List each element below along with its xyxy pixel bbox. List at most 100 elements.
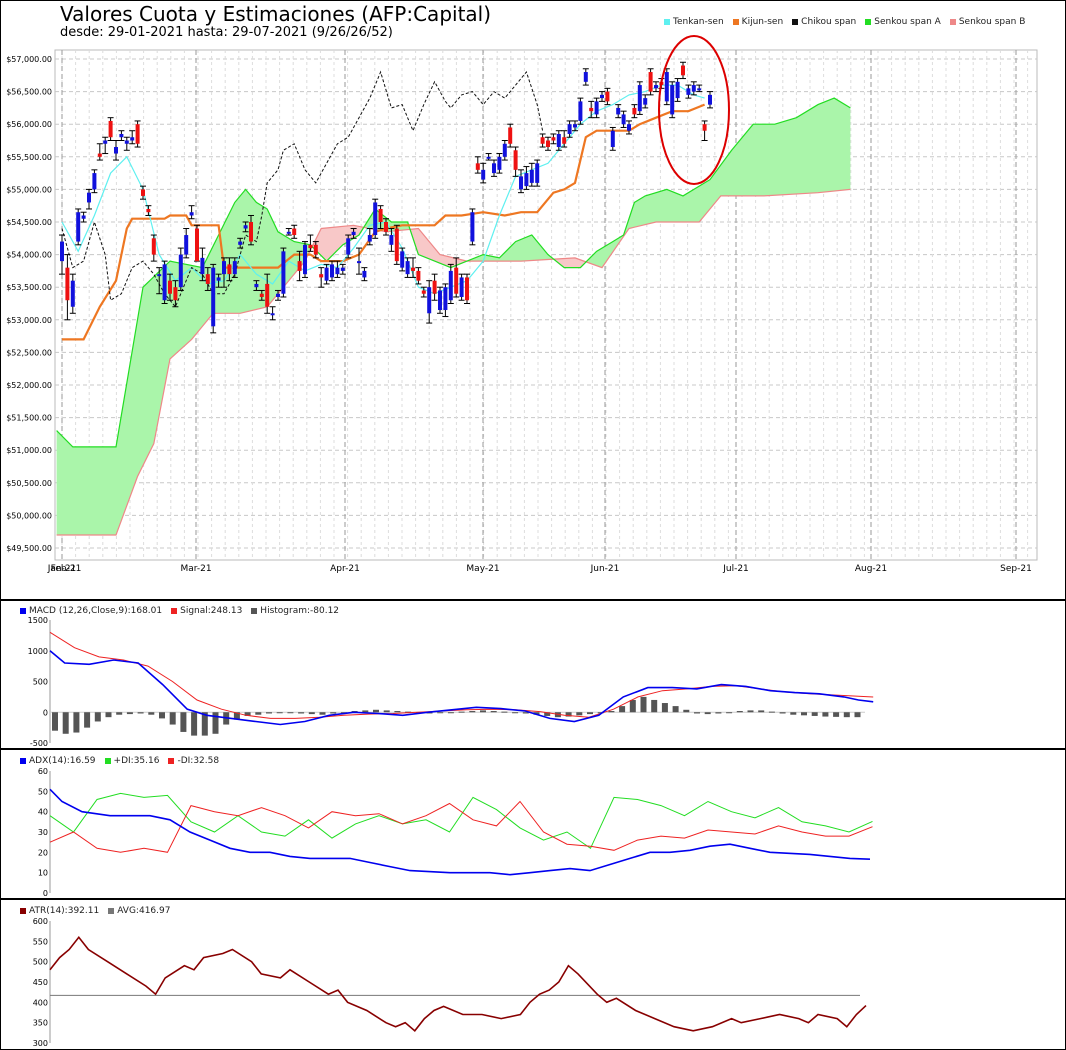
candle-body bbox=[340, 267, 345, 271]
macd-histogram-bar bbox=[608, 711, 615, 713]
highlight-ellipse bbox=[658, 35, 730, 185]
macd-histogram-bar bbox=[62, 712, 69, 734]
legend-swatch bbox=[168, 758, 175, 764]
candle-body bbox=[421, 290, 426, 294]
legend-item: AVG:416.97 bbox=[108, 906, 170, 916]
macd-line bbox=[49, 650, 874, 726]
candle-body bbox=[708, 94, 712, 105]
candle-body bbox=[216, 277, 221, 281]
candle-body bbox=[508, 127, 513, 144]
candle-body bbox=[448, 270, 453, 301]
legend-label: Tenkan-sen bbox=[673, 17, 724, 27]
y-tick-label: $50,000.00 bbox=[6, 511, 52, 520]
x-tick-label: Jun-21 bbox=[590, 564, 620, 574]
macd-histogram-bar bbox=[490, 711, 497, 713]
atr-y-tick-label: 450 bbox=[33, 978, 48, 987]
legend-item: Kijun-sen bbox=[732, 17, 783, 27]
legend-swatch bbox=[664, 19, 670, 25]
macd-histogram-bar bbox=[768, 711, 775, 713]
y-tick-label: $54,500.00 bbox=[6, 218, 52, 227]
macd-histogram-bar bbox=[726, 712, 733, 714]
legend-swatch bbox=[732, 19, 739, 25]
legend-label: ATR(14):392.11 bbox=[29, 906, 100, 916]
y-tick-label: $55,500.00 bbox=[6, 153, 52, 162]
candle-body bbox=[443, 287, 448, 311]
candle-body bbox=[600, 94, 604, 99]
adx-y-tick-label: 40 bbox=[38, 808, 48, 817]
candle-body bbox=[389, 235, 394, 245]
macd-histogram-bar bbox=[533, 712, 540, 715]
candle-body bbox=[578, 101, 583, 121]
x-tick-label: Jul-21 bbox=[722, 564, 749, 574]
macd-histogram-bar bbox=[244, 712, 251, 716]
macd-histogram-bar bbox=[362, 710, 369, 713]
y-tick-label: $49,500.00 bbox=[6, 544, 52, 553]
macd-histogram-bar bbox=[201, 712, 208, 736]
legend-item: ATR(14):392.11 bbox=[20, 906, 99, 916]
macd-histogram-bar bbox=[822, 712, 829, 717]
candle-body bbox=[486, 156, 491, 159]
macd-y-tick-label: -500 bbox=[30, 739, 48, 748]
atr-y-tick-label: 350 bbox=[33, 1019, 48, 1028]
candle-body bbox=[670, 85, 675, 115]
candle-body bbox=[114, 147, 118, 154]
legend-swatch bbox=[171, 608, 178, 614]
macd-histogram-bar bbox=[544, 712, 551, 716]
candle-body bbox=[211, 267, 216, 327]
candle-body bbox=[589, 107, 594, 112]
macd-histogram-bar bbox=[373, 709, 379, 713]
legend-item: ADX(14):16.59 bbox=[20, 756, 96, 766]
legend-label: Signal:248.13 bbox=[180, 606, 243, 616]
macd-histogram-bar bbox=[73, 712, 80, 733]
x-tick-label: May-21 bbox=[466, 564, 499, 574]
candle-body bbox=[394, 228, 399, 262]
candle-body bbox=[168, 280, 172, 294]
y-tick-label: $56,000.00 bbox=[6, 120, 52, 129]
candle-body bbox=[573, 124, 577, 128]
macd-histogram-bar bbox=[148, 712, 155, 715]
candle-body bbox=[367, 235, 372, 242]
candle-body bbox=[567, 124, 572, 134]
macd-histogram-bar bbox=[233, 712, 240, 720]
candle-body bbox=[146, 208, 151, 213]
macd-y-tick-label: 0 bbox=[43, 708, 48, 717]
candle-body bbox=[502, 143, 507, 157]
candle-body bbox=[648, 72, 653, 92]
macd-histogram-bar bbox=[811, 712, 818, 716]
panel-divider-adx bbox=[0, 748, 1066, 750]
minus-di-line bbox=[49, 800, 873, 853]
senkou-span-a-line bbox=[56, 97, 851, 448]
atr-y-tick-label: 400 bbox=[33, 998, 48, 1007]
legend-item: Chikou span bbox=[792, 17, 856, 27]
legend-swatch bbox=[251, 608, 258, 614]
candle-body bbox=[281, 251, 286, 294]
candle-body bbox=[702, 124, 707, 131]
candle-body bbox=[313, 244, 318, 255]
candle-body bbox=[222, 261, 226, 275]
candle-body bbox=[556, 133, 561, 148]
macd-histogram-bar bbox=[501, 711, 508, 713]
adx-legend: ADX(14):16.59 +DI:35.16 -DI:32.58 bbox=[20, 756, 228, 766]
macd-histogram-bar bbox=[747, 710, 754, 713]
candle-body bbox=[330, 264, 334, 278]
macd-histogram-bar bbox=[212, 712, 219, 734]
atr-y-tick-label: 600 bbox=[33, 917, 48, 926]
x-tick-label: Apr-21 bbox=[330, 564, 360, 574]
x-tick-label: Aug-21 bbox=[855, 564, 887, 574]
macd-histogram-bar bbox=[458, 711, 465, 713]
candle-body bbox=[481, 169, 486, 180]
candle-body bbox=[184, 235, 189, 255]
legend-item: MACD (12,26,Close,9):168.01 bbox=[20, 606, 162, 616]
legend-swatch bbox=[20, 758, 26, 764]
candle-body bbox=[686, 88, 691, 95]
macd-histogram-bar bbox=[180, 712, 187, 732]
plot-area bbox=[54, 49, 1038, 561]
legend-item: +DI:35.16 bbox=[104, 756, 159, 766]
legend-swatch bbox=[865, 19, 872, 25]
candle-body bbox=[373, 202, 378, 236]
legend-swatch bbox=[792, 19, 799, 25]
candle-body bbox=[119, 133, 124, 138]
legend-label: MACD (12,26,Close,9):168.01 bbox=[29, 606, 163, 616]
legend-label: AVG:416.97 bbox=[117, 906, 171, 916]
y-tick-label: $53,000.00 bbox=[6, 316, 52, 325]
